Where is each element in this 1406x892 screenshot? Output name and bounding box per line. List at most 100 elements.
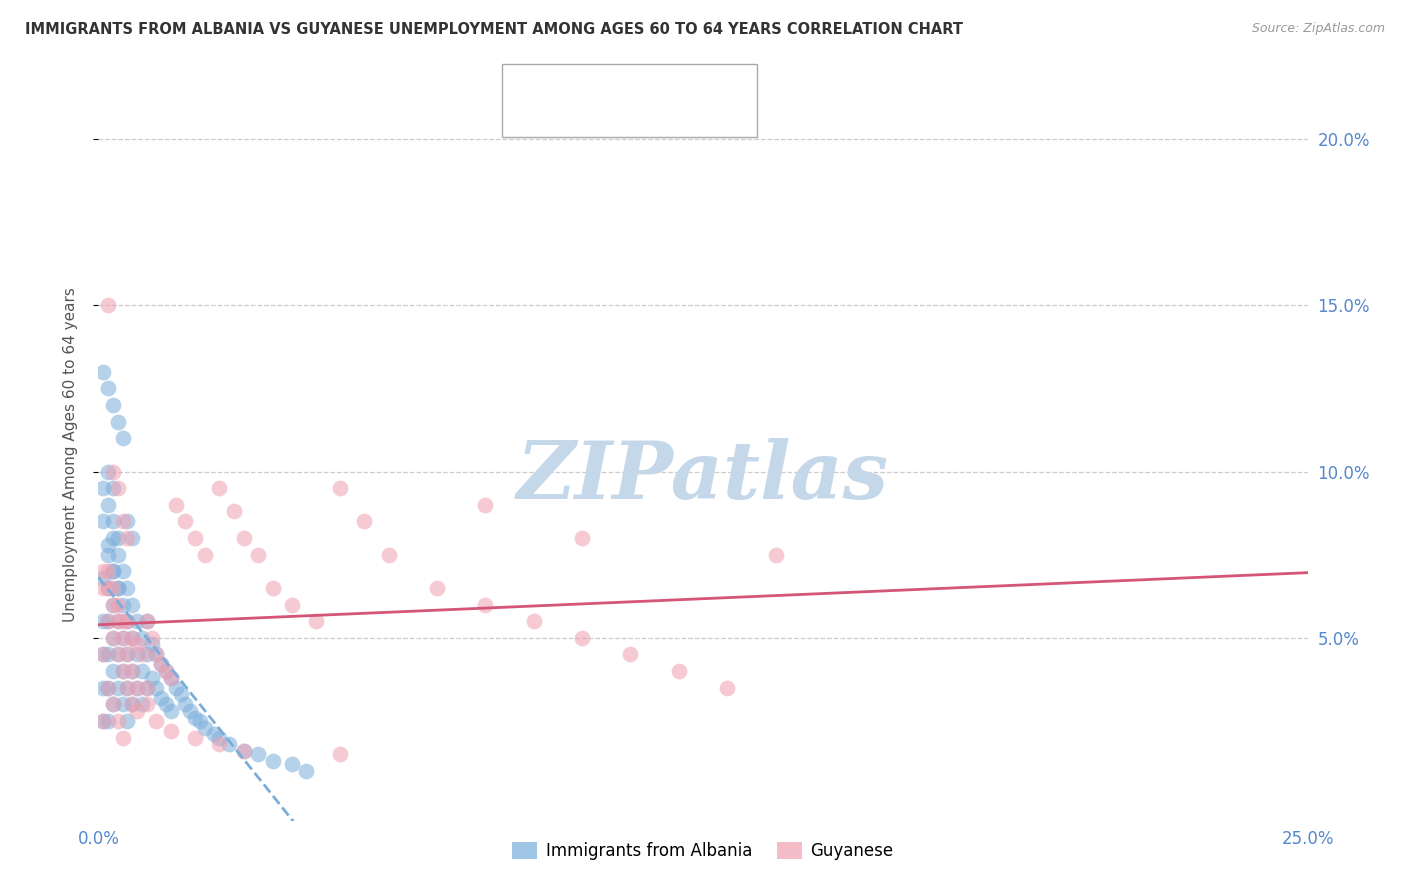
Point [101,465,124,479]
Point [97,298,120,312]
Point [101,631,124,645]
Point [97,648,120,662]
Point [91,648,114,662]
Point [121,631,143,645]
Point [107,614,129,628]
Point [232,744,254,758]
Point [127,681,149,695]
Point [121,664,143,678]
Point [127,614,149,628]
Text: IMMIGRANTS FROM ALBANIA VS GUYANESE UNEMPLOYMENT AMONG AGES 60 TO 64 YEARS CORRE: IMMIGRANTS FROM ALBANIA VS GUYANESE UNEM… [25,22,963,37]
Point [101,515,124,529]
Point [111,614,134,628]
Point [174,515,197,529]
Point [208,481,231,495]
Point [111,631,134,645]
Point [165,681,187,695]
Text: R =  0.171: R = 0.171 [541,76,619,90]
Point [91,681,114,695]
Point [117,581,139,595]
Point [160,723,183,738]
Point [101,581,124,595]
Point [91,515,114,529]
Point [232,531,254,545]
Point [107,581,129,595]
Point [155,664,177,678]
Point [91,614,114,628]
Point [141,637,163,651]
Point [155,664,177,678]
Point [107,681,129,695]
Point [668,664,690,678]
Point [135,614,157,628]
Point [117,714,139,728]
Point [111,698,134,712]
Point [188,714,211,728]
Point [305,614,328,628]
Point [97,381,120,395]
Point [111,664,134,678]
Point [474,598,496,612]
Point [117,648,139,662]
Point [91,714,114,728]
Point [377,548,399,562]
Point [117,614,139,628]
Point [91,365,114,379]
Point [101,481,124,495]
Point [121,531,143,545]
Point [127,681,149,695]
Point [111,731,134,745]
Point [117,531,139,545]
Point [131,631,153,645]
Point [97,538,120,552]
Point [155,698,177,712]
Point [145,648,167,662]
Point [131,698,153,712]
Point [141,631,163,645]
Point [91,581,114,595]
Point [107,648,129,662]
Point [765,548,787,562]
Point [619,648,641,662]
Point [97,564,120,578]
Point [208,731,231,745]
Point [111,664,134,678]
Point [160,704,183,718]
Point [194,721,217,735]
Point [91,714,114,728]
Point [107,531,129,545]
Point [91,564,114,578]
Text: N = 87: N = 87 [655,76,710,90]
Point [107,648,129,662]
Point [101,598,124,612]
Point [204,727,226,741]
Point [184,531,207,545]
Point [184,710,207,724]
Point [127,637,149,651]
Point [111,564,134,578]
Point [91,571,114,585]
Point [97,581,120,595]
Point [121,664,143,678]
Point [111,631,134,645]
Legend: Immigrants from Albania, Guyanese: Immigrants from Albania, Guyanese [506,836,900,867]
Point [97,548,120,562]
Text: R =  0.081: R = 0.081 [541,111,619,125]
Point [117,614,139,628]
Point [150,690,173,705]
FancyBboxPatch shape [502,64,756,136]
Point [101,564,124,578]
Point [97,681,120,695]
Point [474,498,496,512]
Point [117,681,139,695]
Point [426,581,449,595]
Point [150,657,173,672]
Point [135,648,157,662]
Point [232,744,254,758]
Point [121,631,143,645]
Point [184,731,207,745]
Point [135,698,157,712]
Point [218,737,240,751]
Text: N = 73: N = 73 [655,111,710,125]
Point [97,614,120,628]
